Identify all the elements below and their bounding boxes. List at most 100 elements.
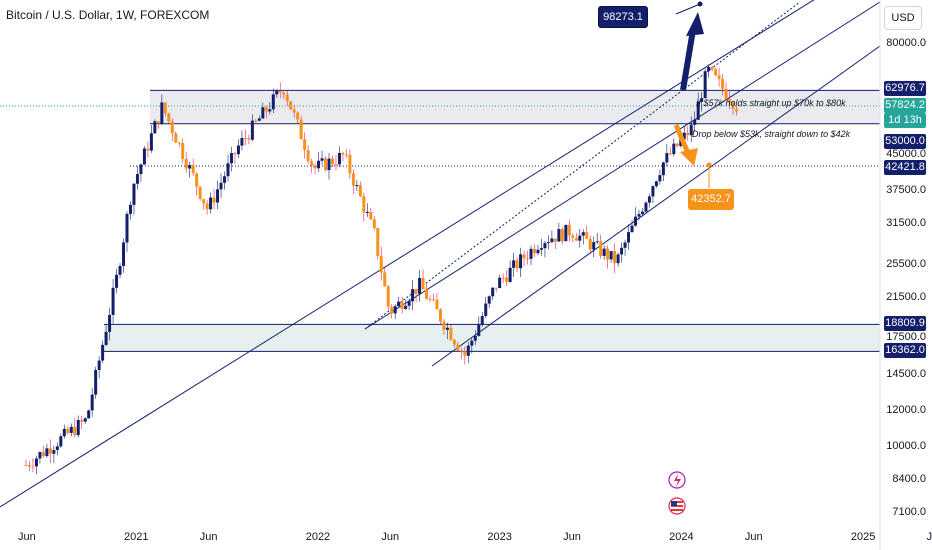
candle	[73, 418, 77, 438]
candle	[407, 298, 411, 311]
candle	[226, 154, 230, 182]
candle	[606, 245, 610, 269]
price-tag-countdown: 1d 13h	[884, 113, 926, 128]
candle	[640, 208, 644, 217]
candle	[174, 131, 178, 143]
candle	[191, 158, 195, 176]
candle	[296, 111, 300, 124]
candle	[578, 228, 582, 248]
price-tag-last: 57824.2	[884, 98, 926, 113]
time-tick-label: Jun	[926, 531, 932, 543]
time-tick-label: Jun	[744, 531, 763, 543]
candle	[445, 322, 449, 340]
time-tick-label: Jun	[199, 531, 218, 543]
candle	[564, 224, 568, 242]
price-tick-label: 45000.0	[886, 148, 926, 161]
candle	[355, 180, 359, 191]
candle	[344, 148, 348, 158]
price-tick-label: 25500.0	[886, 258, 926, 271]
candle	[658, 169, 662, 185]
arrow-up-icon	[675, 1, 704, 91]
currency-button[interactable]: USD	[884, 6, 922, 30]
candle	[477, 316, 481, 337]
candle	[539, 238, 543, 256]
candle	[94, 366, 98, 399]
candle	[156, 121, 160, 129]
candle	[661, 161, 665, 182]
candle	[216, 180, 220, 210]
candle	[404, 299, 408, 310]
candle	[292, 105, 296, 118]
candle	[536, 244, 540, 256]
candle	[386, 284, 390, 312]
candle	[588, 235, 592, 255]
price-tag-support-bottom: 16362.0	[884, 343, 926, 358]
candle	[337, 146, 341, 168]
candle	[557, 222, 561, 242]
zones-layer	[104, 89, 880, 352]
candle	[543, 240, 547, 258]
candle	[560, 227, 564, 245]
candle	[257, 115, 261, 121]
candle	[623, 239, 627, 256]
candle	[567, 219, 571, 242]
candle	[620, 242, 624, 263]
candle	[313, 163, 317, 175]
price-tick-label: 14500.0	[886, 367, 926, 380]
candle	[731, 100, 735, 116]
channel-midline	[364, 1, 801, 330]
candle	[634, 207, 637, 227]
candle	[111, 279, 115, 324]
candle	[595, 232, 599, 245]
candle	[707, 64, 711, 78]
candle	[717, 67, 721, 87]
candle	[195, 172, 199, 196]
candle	[425, 283, 429, 300]
candle	[69, 423, 73, 437]
candle	[376, 227, 380, 260]
candle	[163, 101, 167, 116]
price-tick-label: 31500.0	[886, 217, 926, 230]
candle	[602, 245, 606, 260]
bear-note: Drop below $53k, straight down to $42k	[692, 129, 851, 139]
zone-rect	[150, 90, 880, 124]
candle	[508, 260, 512, 283]
candle	[613, 243, 617, 273]
candle	[271, 88, 275, 114]
candle	[721, 73, 725, 96]
candle	[310, 158, 314, 173]
candle	[512, 252, 516, 278]
candle	[324, 156, 328, 172]
candle	[393, 304, 397, 320]
candle	[494, 287, 498, 293]
candle	[630, 219, 634, 233]
time-tick-label: 2024	[669, 531, 694, 543]
candle	[170, 118, 174, 142]
candle	[209, 192, 213, 214]
candle	[654, 180, 658, 188]
candle	[390, 304, 394, 319]
candle	[212, 189, 216, 210]
candle	[449, 324, 453, 341]
candle	[198, 186, 202, 201]
candle	[526, 250, 530, 265]
price-tag-high: 62976.7	[884, 81, 926, 96]
candle	[599, 234, 603, 259]
candle	[421, 269, 425, 290]
candle	[372, 216, 376, 231]
candle	[358, 181, 362, 197]
candle	[627, 224, 631, 250]
candle	[728, 91, 732, 110]
candle	[362, 192, 366, 222]
candle	[505, 270, 509, 287]
candle	[710, 66, 714, 72]
candle	[665, 144, 669, 167]
price-tick-label: 12000.0	[886, 404, 926, 417]
candle	[529, 245, 533, 266]
candle	[219, 173, 223, 199]
candle	[59, 433, 63, 449]
candle	[379, 246, 383, 281]
time-tick-label: Jun	[563, 531, 581, 543]
candle	[459, 347, 463, 360]
